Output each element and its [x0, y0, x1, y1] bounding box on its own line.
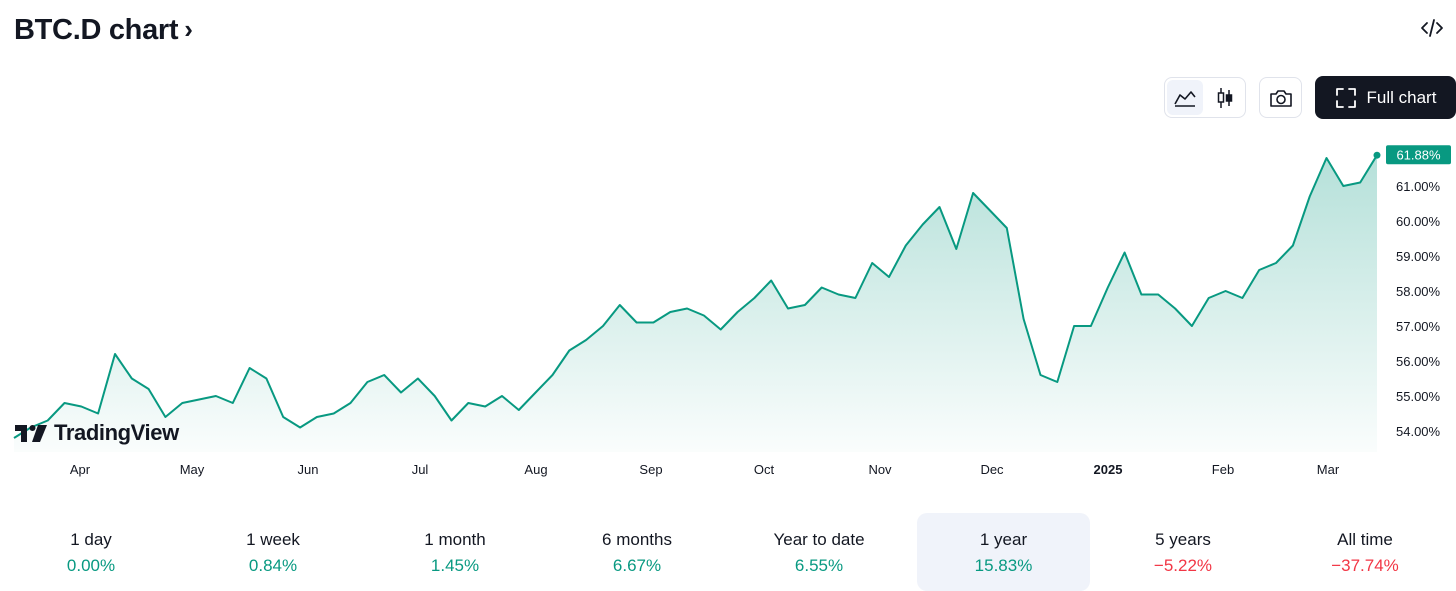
x-tick-label: Apr — [70, 462, 91, 477]
period-label: Year to date — [773, 530, 865, 549]
period-label: 1 month — [424, 530, 486, 549]
fullscreen-icon — [1335, 87, 1356, 108]
tradingview-logo-text: TradingView — [54, 420, 179, 445]
code-embed-icon[interactable] — [1418, 14, 1446, 42]
last-value-label: 61.88% — [1396, 148, 1441, 163]
chevron-right-icon: › — [184, 14, 193, 44]
series-line — [13, 154, 1378, 439]
last-value-badge — [1386, 145, 1451, 165]
btc-dominance-chart[interactable]: 54.00% 55.00% 56.00% 57.00% 58.00% 59.00% 60.0… — [0, 130, 1456, 480]
tradingview-logo-icon — [15, 425, 47, 442]
x-tick-label: May — [180, 462, 205, 477]
area-chart-icon — [1174, 90, 1196, 107]
full-chart-button[interactable]: Full chart — [1315, 76, 1456, 119]
period-tab[interactable]: 1 week 0.84% — [182, 513, 364, 591]
x-tick-label: Mar — [1317, 462, 1340, 477]
period-change-value: 0.84% — [248, 556, 298, 575]
candles-chart-button[interactable] — [1207, 80, 1243, 115]
y-tick-label: 60.00% — [1396, 214, 1441, 229]
period-label: 1 week — [246, 530, 300, 549]
x-tick-label: Dec — [980, 462, 1004, 477]
period-tab[interactable]: 6 months 6.67% — [546, 513, 728, 591]
period-change-value: 1.45% — [430, 556, 480, 575]
y-tick-label: 55.00% — [1396, 389, 1441, 404]
x-tick-label: Jun — [298, 462, 319, 477]
x-tick-label: Jul — [412, 462, 429, 477]
period-tab[interactable]: 1 year 15.83% — [917, 513, 1090, 591]
x-tick-label: Feb — [1212, 462, 1234, 477]
period-label: 1 year — [979, 530, 1028, 549]
chart-title-link[interactable]: BTC.D chart › — [14, 14, 193, 47]
period-label: 5 years — [1155, 530, 1211, 549]
y-tick-label: 61.00% — [1396, 179, 1441, 194]
x-tick-label: Sep — [639, 462, 662, 477]
snapshot-button[interactable] — [1259, 77, 1302, 118]
y-tick-label: 59.00% — [1396, 249, 1441, 264]
chart-type-switch — [1164, 77, 1246, 118]
y-tick-label: 54.00% — [1396, 424, 1441, 439]
period-change-value: 15.83% — [974, 556, 1033, 575]
period-tab[interactable]: 5 years −5.22% — [1092, 513, 1274, 591]
period-change-value: −37.74% — [1331, 556, 1399, 575]
y-tick-label: 56.00% — [1396, 354, 1441, 369]
period-tab[interactable]: 1 month 1.45% — [364, 513, 546, 591]
period-change-value: 0.00% — [66, 556, 116, 575]
chart-toolbar: Full chart — [1164, 76, 1456, 119]
period-label: 1 day — [70, 530, 112, 549]
period-tab[interactable]: Year to date 6.55% — [728, 513, 910, 591]
x-tick-label: Nov — [868, 462, 892, 477]
camera-icon — [1269, 89, 1292, 107]
page-title: BTC.D chart — [14, 14, 179, 46]
full-chart-label: Full chart — [1366, 87, 1437, 107]
period-change-value: 6.55% — [794, 556, 844, 575]
tradingview-logo[interactable]: TradingView — [14, 420, 179, 446]
x-tick-label: Aug — [524, 462, 547, 477]
y-tick-label: 58.00% — [1396, 284, 1441, 299]
candlestick-icon — [1217, 87, 1233, 108]
period-tab[interactable]: All time −37.74% — [1274, 513, 1456, 591]
period-change-value: −5.22% — [1153, 556, 1213, 575]
period-change-value: 6.67% — [612, 556, 662, 575]
period-tab[interactable]: 1 day 0.00% — [0, 513, 182, 591]
x-tick-label: 2025 — [1094, 462, 1123, 477]
area-fill — [14, 155, 1377, 452]
performance-periods: 1 day 0.00% 1 week 0.84% 1 month 1.45% 6 month… — [0, 513, 1456, 591]
period-label: All time — [1337, 530, 1393, 549]
area-chart-button[interactable] — [1167, 80, 1203, 115]
period-label: 6 months — [602, 530, 672, 549]
y-tick-label: 57.00% — [1396, 319, 1441, 334]
x-tick-label: Oct — [754, 462, 775, 477]
data-point — [1373, 151, 1381, 159]
